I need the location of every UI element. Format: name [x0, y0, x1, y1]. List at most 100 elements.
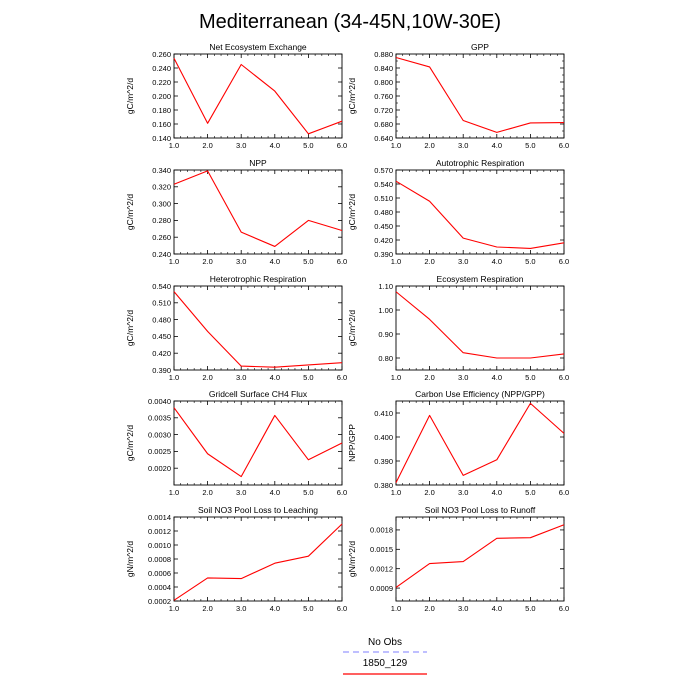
y-tick-label: 0.300: [152, 199, 171, 208]
x-tick-label: 1.0: [391, 488, 401, 497]
y-tick-label: 0.0004: [148, 583, 171, 592]
x-tick-label: 4.0: [270, 604, 280, 613]
series-line-1850-129: [395, 524, 565, 588]
x-tick-label: 1.0: [169, 488, 179, 497]
x-tick-label: 5.0: [303, 373, 313, 382]
y-tick-label: 0.390: [152, 366, 171, 375]
x-tick-label: 1.0: [391, 141, 401, 150]
y-tick-label: 0.400: [374, 433, 393, 442]
y-tick-label: 0.0018: [370, 526, 393, 535]
y-axis-label: gN/m^2/d: [125, 541, 135, 577]
x-tick-label: 3.0: [236, 257, 246, 266]
y-tick-label: 0.0014: [148, 513, 171, 522]
x-tick-label: 5.0: [303, 488, 313, 497]
x-tick-label: 4.0: [270, 141, 280, 150]
plot-frame: [395, 53, 565, 139]
y-tick-label: 0.0010: [148, 541, 171, 550]
chart-carbon-use-efficiency-npp-gpp: Carbon Use Efficiency (NPP/GPP) NPP/GPP 1.…: [347, 389, 569, 497]
y-tick-label: 0.540: [374, 180, 393, 189]
series-line-1850-129: [173, 407, 343, 478]
x-tick-label: 4.0: [270, 488, 280, 497]
y-tick-label: 0.160: [152, 120, 171, 129]
x-tick-label: 5.0: [525, 488, 535, 497]
x-tick-label: 2.0: [424, 604, 434, 613]
chart-heterotrophic-respiration: Heterotrophic Respiration gC/m^2/d 1.0 2.0 3…: [125, 274, 347, 382]
x-tick-label: 5.0: [525, 257, 535, 266]
y-tick-label: 0.180: [152, 106, 171, 115]
y-tick-label: 0.480: [374, 208, 393, 217]
chart-gridcell-surface-ch4-flux: Gridcell Surface CH4 Flux gC/m^2/d 1.0 2.0 3…: [125, 389, 347, 497]
x-tick-label: 6.0: [337, 141, 347, 150]
y-tick-label: 0.0025: [148, 447, 171, 456]
y-axis-label: gC/m^2/d: [125, 194, 135, 230]
x-tick-label: 4.0: [492, 488, 502, 497]
plot-frame: [173, 169, 343, 255]
y-tick-label: 1.00: [378, 306, 393, 315]
x-tick-label: 1.0: [169, 257, 179, 266]
y-axis-label: NPP/GPP: [347, 424, 357, 462]
y-tick-label: 0.450: [152, 332, 171, 341]
y-tick-label: 0.260: [152, 233, 171, 242]
chart-title: Ecosystem Respiration: [437, 274, 524, 284]
chart-title: GPP: [471, 42, 489, 52]
plot-frame: [173, 53, 343, 139]
x-tick-label: 5.0: [525, 141, 535, 150]
y-tick-label: 0.800: [374, 78, 393, 87]
y-axis-label: gC/m^2/d: [347, 310, 357, 346]
y-tick-label: 0.140: [152, 134, 171, 143]
x-tick-label: 3.0: [236, 604, 246, 613]
y-tick-label: 0.0009: [370, 584, 393, 593]
chart-title: Gridcell Surface CH4 Flux: [209, 389, 308, 399]
x-tick-label: 4.0: [492, 141, 502, 150]
x-tick-label: 3.0: [236, 373, 246, 382]
chart-net-ecosystem-exchange: Net Ecosystem Exchange gC/m^2/d 1.0 2.0 3.0 4…: [125, 42, 347, 150]
chart-title: Heterotrophic Respiration: [210, 274, 307, 284]
x-tick-label: 3.0: [458, 488, 468, 497]
y-tick-label: 0.80: [378, 354, 393, 363]
y-tick-label: 0.0012: [148, 527, 171, 536]
x-tick-label: 6.0: [559, 488, 569, 497]
y-tick-label: 0.420: [152, 349, 171, 358]
x-tick-label: 1.0: [169, 604, 179, 613]
chart-title: Soil NO3 Pool Loss to Runoff: [425, 505, 536, 515]
y-tick-label: 0.240: [152, 64, 171, 73]
x-tick-label: 6.0: [337, 257, 347, 266]
x-tick-label: 2.0: [424, 257, 434, 266]
series-line-1850-129: [173, 523, 343, 601]
y-tick-label: 0.90: [378, 330, 393, 339]
x-tick-label: 4.0: [492, 373, 502, 382]
y-tick-label: 1.10: [378, 282, 393, 291]
figure-title: Mediterranean (34-45N,10W-30E): [199, 11, 501, 33]
x-tick-label: 4.0: [492, 257, 502, 266]
y-tick-label: 0.840: [374, 64, 393, 73]
x-tick-label: 3.0: [458, 257, 468, 266]
y-tick-label: 0.720: [374, 106, 393, 115]
x-tick-label: 3.0: [236, 488, 246, 497]
chart-title: Soil NO3 Pool Loss to Leaching: [198, 505, 318, 515]
chart-title: Net Ecosystem Exchange: [209, 42, 307, 52]
x-tick-label: 4.0: [270, 373, 280, 382]
x-tick-label: 6.0: [337, 488, 347, 497]
plot-frame: [395, 285, 565, 371]
y-tick-label: 0.0002: [148, 597, 171, 606]
y-tick-label: 0.410: [374, 409, 393, 418]
series-line-1850-129: [173, 57, 343, 135]
y-tick-label: 0.760: [374, 92, 393, 101]
chart-title: NPP: [249, 158, 267, 168]
y-tick-label: 0.0015: [370, 545, 393, 554]
y-tick-label: 0.0030: [148, 430, 171, 439]
y-axis-label: gC/m^2/d: [125, 425, 135, 461]
x-tick-label: 3.0: [458, 141, 468, 150]
legend: No Obs 1850_129: [343, 637, 427, 675]
y-axis-label: gC/m^2/d: [125, 78, 135, 114]
y-tick-label: 0.510: [152, 299, 171, 308]
chart-npp: NPP gC/m^2/d 1.0 2.0 3.0 4.0 5.0 6.0 0.240 0.260 0…: [125, 158, 347, 266]
y-tick-label: 0.260: [152, 50, 171, 59]
series-line-1850-129: [395, 402, 565, 483]
x-tick-label: 2.0: [202, 604, 212, 613]
x-tick-label: 2.0: [424, 141, 434, 150]
y-axis-label: gC/m^2/d: [125, 310, 135, 346]
y-tick-label: 0.0006: [148, 569, 171, 578]
series-line-1850-129: [395, 291, 565, 359]
